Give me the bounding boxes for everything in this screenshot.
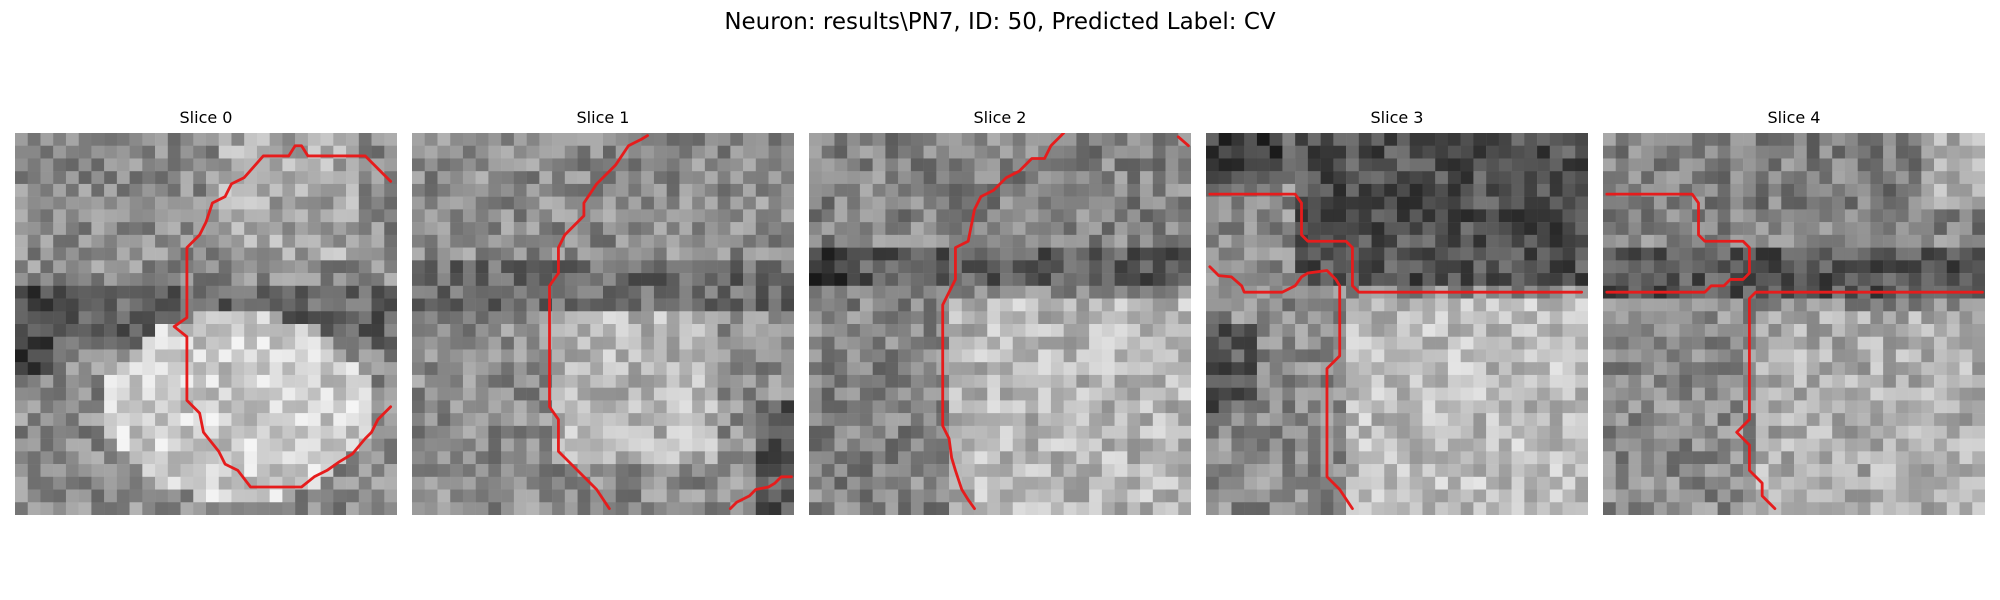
grayscale-patch-0 (15, 133, 397, 515)
slice-title-2: Slice 2 (973, 108, 1027, 127)
segmentation-contour-3b (1208, 265, 1354, 511)
slice-title-3: Slice 3 (1370, 108, 1424, 127)
slice-panel-0: Slice 0 (15, 108, 397, 515)
grayscale-patch-1 (412, 133, 794, 515)
segmentation-contour-4b (1735, 290, 1984, 511)
slice-image-2 (809, 133, 1191, 515)
slice-image-3 (1206, 133, 1588, 515)
slice-title-0: Slice 0 (179, 108, 233, 127)
segmentation-contour-1b (728, 475, 793, 511)
segmentation-contour-2 (941, 133, 1066, 511)
segmentation-contour-3a (1208, 192, 1584, 294)
slice-panel-2: Slice 2 (809, 108, 1191, 515)
grayscale-patch-2 (809, 133, 1191, 515)
slice-title-1: Slice 1 (576, 108, 630, 127)
slice-panel-3: Slice 3 (1206, 108, 1588, 515)
slice-image-0 (15, 133, 397, 515)
slice-image-4 (1603, 133, 1985, 515)
grayscale-patch-4 (1603, 133, 1985, 515)
slice-panel-1: Slice 1 (412, 108, 794, 515)
segmentation-contour-0 (172, 144, 393, 489)
segmentation-contour-1 (548, 134, 649, 511)
slice-title-4: Slice 4 (1767, 108, 1821, 127)
segmentation-contour-4a (1605, 192, 1751, 294)
slice-panel-4: Slice 4 (1603, 108, 1985, 515)
slice-image-1 (412, 133, 794, 515)
grayscale-patch-3 (1206, 133, 1588, 515)
segmentation-contour-2b (1176, 135, 1190, 148)
figure-title: Neuron: results\PN7, ID: 50, Predicted L… (724, 9, 1276, 35)
